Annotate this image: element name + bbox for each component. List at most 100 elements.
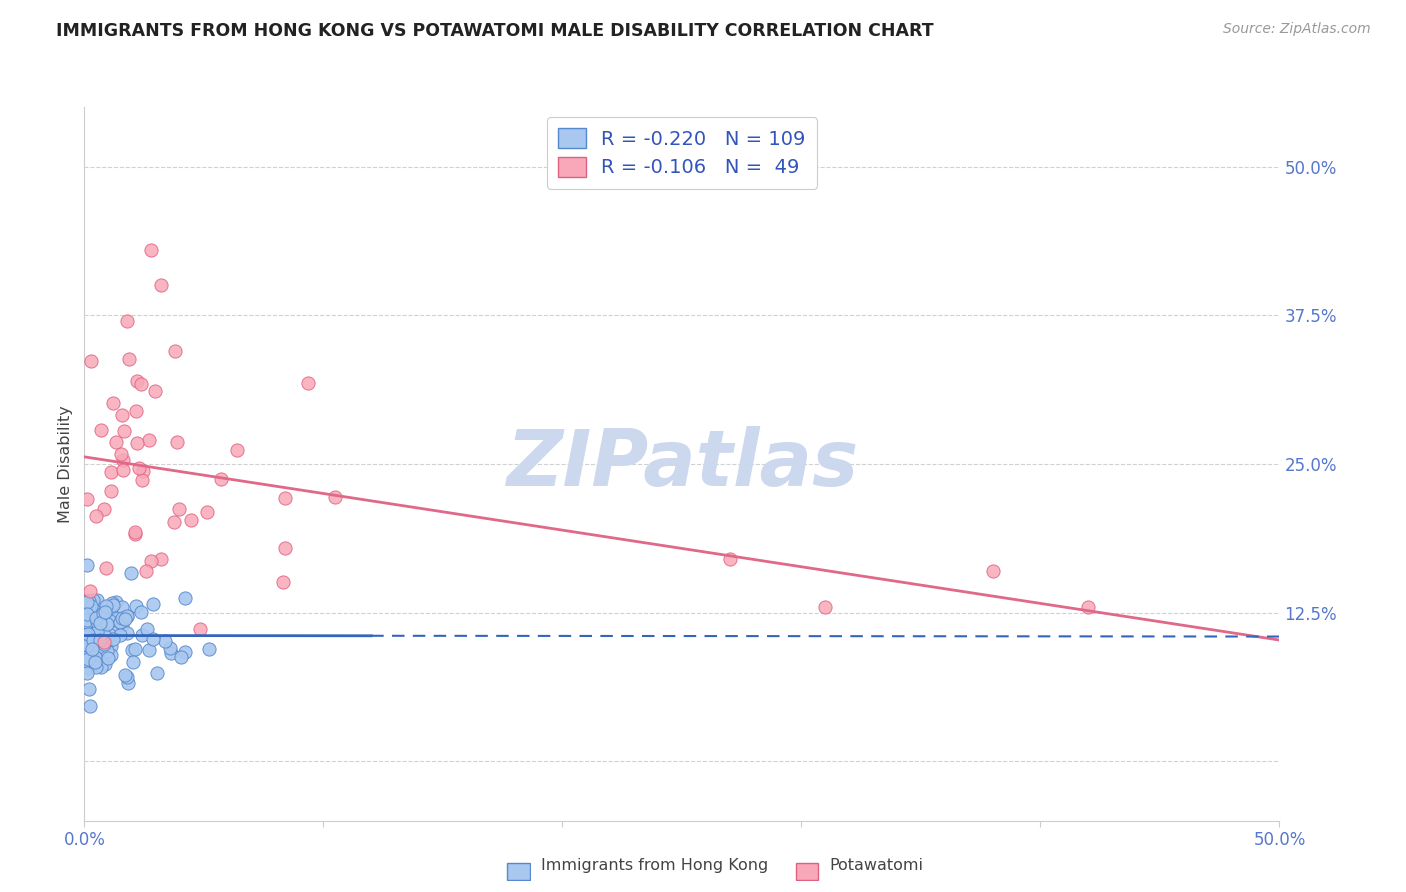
Point [90, 660, 112, 674]
Point [90, 631, 112, 645]
Point [77, 682, 100, 697]
Text: IMMIGRANTS FROM HONG KONG VS POTAWATOMI MALE DISABILITY CORRELATION CHART: IMMIGRANTS FROM HONG KONG VS POTAWATOMI … [56, 22, 934, 40]
Point [124, 641, 146, 656]
Point [79, 630, 101, 644]
Point [93, 605, 115, 619]
Point [139, 553, 162, 567]
Point [142, 597, 165, 611]
Point [82, 633, 104, 648]
Point [274, 491, 297, 506]
Point [100, 465, 122, 479]
Point [150, 552, 173, 566]
Point [77, 594, 100, 608]
Point [80, 637, 103, 651]
Point [80, 657, 103, 672]
Point [163, 515, 186, 529]
Point [108, 614, 131, 628]
Point [94, 657, 117, 671]
Point [84, 649, 107, 664]
Point [101, 396, 124, 410]
Point [131, 473, 153, 487]
Point [96, 616, 118, 631]
Point [131, 464, 153, 478]
Text: ZIPatlas: ZIPatlas [506, 425, 858, 502]
Point [153, 633, 176, 648]
Point [115, 669, 138, 683]
Point [114, 612, 136, 626]
Point [76, 650, 98, 665]
Point [112, 453, 135, 467]
Point [136, 622, 159, 636]
Point [121, 655, 143, 669]
Point [131, 605, 153, 619]
Point [225, 442, 247, 457]
Point [169, 502, 191, 516]
Point [170, 650, 193, 665]
Point [76, 558, 98, 572]
Point [94, 628, 117, 642]
Point [76, 636, 98, 650]
Point [111, 611, 134, 625]
Point [115, 609, 138, 624]
Point [209, 472, 232, 486]
Point [180, 513, 202, 527]
Point [77, 649, 100, 664]
Point [108, 615, 131, 630]
Point [111, 618, 134, 632]
Point [76, 613, 98, 627]
Point [173, 591, 195, 605]
Point [117, 314, 139, 328]
Point [76, 595, 98, 609]
Point [93, 635, 115, 649]
Point [83, 655, 105, 669]
Point [76, 627, 98, 641]
Point [117, 675, 139, 690]
Point [79, 354, 101, 368]
Point [145, 384, 167, 399]
Point [87, 635, 110, 649]
Point [100, 600, 122, 615]
Point [197, 642, 219, 657]
Point [86, 593, 108, 607]
Point [138, 642, 160, 657]
Point [76, 638, 98, 652]
Point [165, 343, 187, 358]
Point [76, 607, 98, 622]
Point [138, 433, 160, 447]
Point [76, 630, 98, 644]
Point [93, 637, 115, 651]
Point [110, 447, 132, 461]
Point [76, 491, 98, 506]
Point [127, 436, 149, 450]
Point [814, 599, 837, 614]
Point [77, 652, 100, 666]
Point [149, 278, 172, 293]
Point [77, 661, 100, 675]
Point [93, 501, 115, 516]
Point [107, 611, 129, 625]
Point [124, 525, 146, 540]
Point [1077, 599, 1099, 614]
Point [90, 618, 112, 632]
Text: Immigrants from Hong Kong: Immigrants from Hong Kong [541, 858, 769, 872]
Point [79, 606, 101, 620]
Point [173, 645, 195, 659]
Y-axis label: Male Disability: Male Disability [58, 405, 73, 523]
Point [124, 527, 146, 541]
Point [76, 593, 98, 607]
Point [718, 552, 741, 566]
Point [86, 625, 108, 640]
Point [120, 566, 142, 580]
Point [76, 654, 98, 668]
Point [84, 653, 107, 667]
Point [77, 621, 100, 635]
Point [87, 640, 110, 655]
Point [86, 615, 108, 630]
Point [77, 623, 100, 637]
Point [114, 667, 136, 681]
Point [125, 374, 148, 388]
Point [83, 602, 105, 616]
Point [76, 615, 98, 630]
Point [84, 655, 107, 669]
Point [108, 627, 131, 641]
